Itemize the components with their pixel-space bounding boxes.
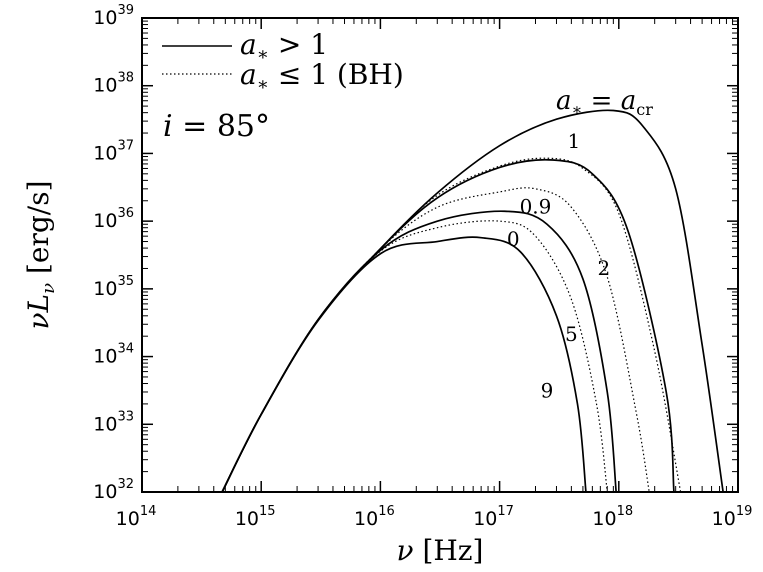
inclination-label: i = 85° [163, 109, 270, 144]
x-tick-label: 1014 [116, 504, 157, 530]
curve-value-label: 0.9 [520, 194, 552, 218]
legend-entry-solid: a∗ > 1 [240, 28, 328, 65]
curve-value-label: 2 [598, 256, 611, 280]
y-tick-label: 1038 [93, 71, 134, 97]
legend: a∗ > 1 a∗ ≤ 1 (BH) [162, 28, 404, 95]
series-line-2 [221, 158, 675, 493]
curve-value-label: 1 [568, 129, 581, 153]
x-tick-label: 1017 [473, 504, 514, 530]
y-tick-label: 1032 [93, 477, 134, 503]
series-line-3 [221, 187, 650, 493]
series-line-5 [221, 220, 608, 493]
x-tick-label: 1019 [712, 504, 753, 530]
plot-frame [141, 17, 739, 493]
curve-value-label: 9 [541, 378, 554, 402]
curve-value-label: 0 [507, 227, 520, 251]
series-line-6 [221, 236, 587, 493]
x-tick-label: 1015 [235, 504, 276, 530]
y-axis-label: νLν [erg/s] [22, 180, 59, 329]
y-tick-label: 1034 [93, 342, 134, 368]
y-tick-label: 1039 [93, 3, 134, 29]
series-line-4 [221, 210, 617, 493]
curve-value-label: 5 [565, 322, 578, 346]
y-tick-label: 1037 [93, 138, 134, 164]
x-tick-label: 1016 [354, 504, 395, 530]
y-tick-label: 1035 [93, 274, 134, 300]
y-tick-label: 1036 [93, 206, 134, 232]
x-axis-label: ν [Hz] [397, 534, 484, 567]
legend-entry-dotted: a∗ ≤ 1 (BH) [240, 58, 404, 95]
x-tick-label: 1018 [592, 504, 633, 530]
y-tick-label: 1033 [93, 409, 134, 435]
curve-label-acr: a∗ = acr [556, 86, 653, 119]
